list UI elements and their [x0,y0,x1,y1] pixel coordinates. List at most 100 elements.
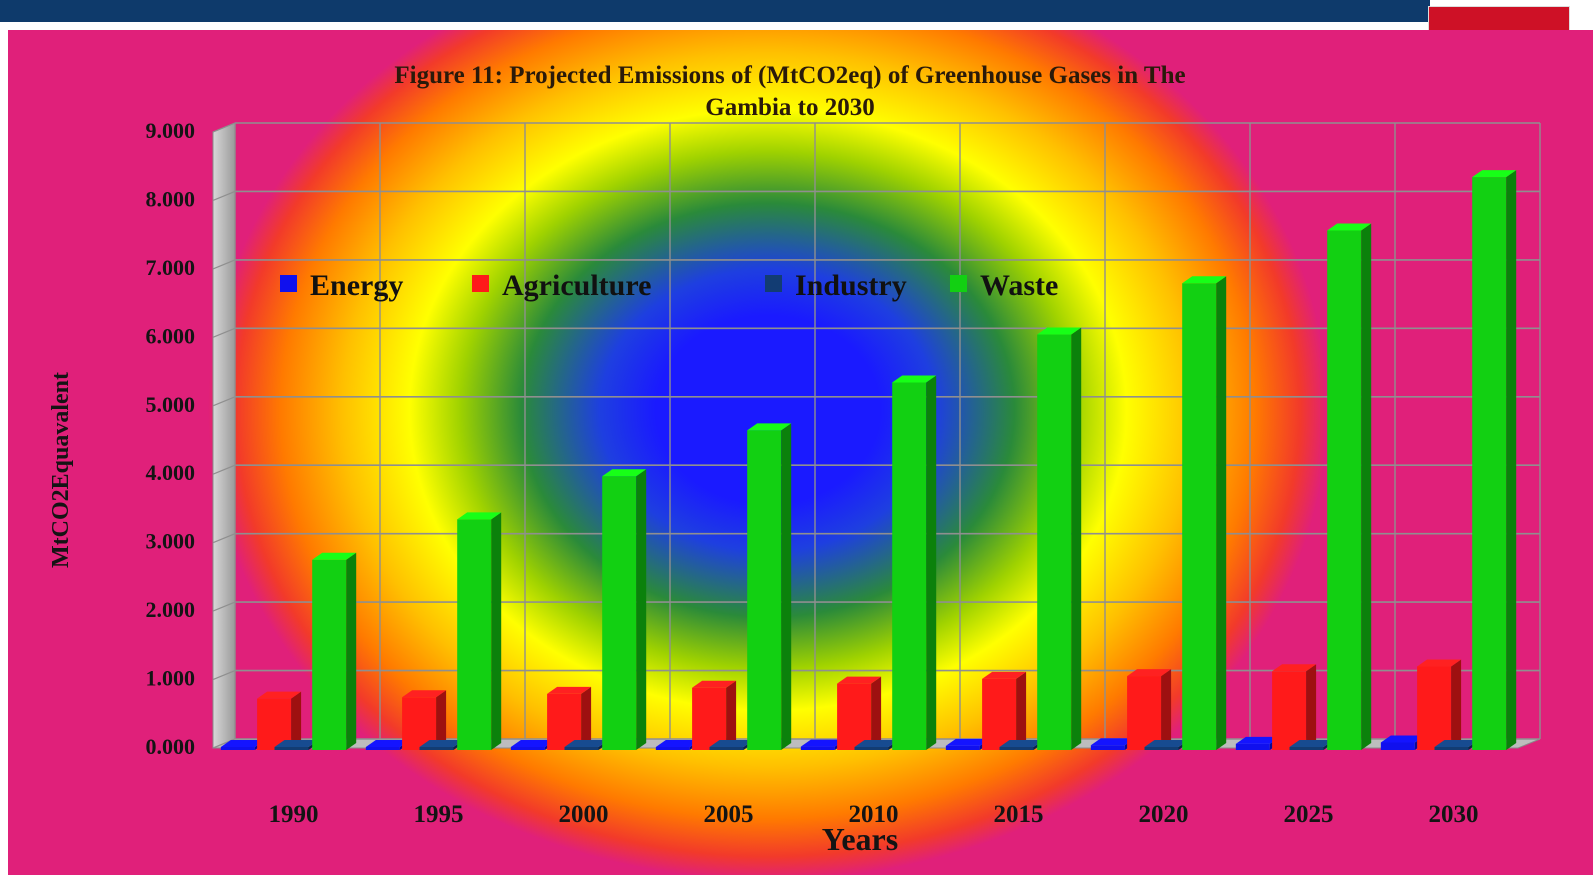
bar-front [419,747,454,750]
bar-top [1472,170,1517,178]
y-tick-label: 5.000 [146,392,196,417]
y-tick-label: 0.000 [146,734,196,759]
bar-side [346,552,357,750]
bar-top [982,671,1027,679]
y-tick-label: 4.000 [146,460,196,485]
bar-waste-2005 [747,423,792,750]
bar-agriculture-2015 [982,671,1027,750]
legend-item-waste: Waste [950,269,1058,302]
gridline-y-side [212,670,236,681]
x-tick-label: 2020 [1139,801,1189,828]
bar-waste-1995 [457,512,502,750]
x-tick-label: 2000 [559,801,609,828]
bar-waste-2015 [1037,327,1082,750]
bar-front [892,382,927,750]
bar-top [564,740,609,747]
bar-front [1272,671,1307,750]
bar-top [312,552,357,560]
gridline-y-side [212,396,236,407]
bar-top [547,686,592,694]
bar-top [692,680,737,688]
bar-front [1090,745,1125,750]
gridline-y-side [212,601,236,612]
bar-top [800,739,845,747]
bar-top [419,740,464,747]
bar-front [1327,230,1362,751]
x-tick-label: 2025 [1284,801,1334,828]
gridline-y-side [212,122,236,133]
bar-top [709,740,754,747]
bar-top [854,740,899,747]
gridline-y-side [212,464,236,475]
bar-front [1235,743,1270,750]
bar-side [491,512,502,750]
y-tick-label: 1.000 [146,666,196,691]
x-tick-label: 2005 [704,801,754,828]
bar-front [999,747,1034,750]
bar-side [871,676,882,750]
x-tick-label: 2010 [849,801,899,828]
legend-label: Energy [310,269,403,302]
bar-front [1417,666,1452,750]
bar-front [709,747,744,750]
bar-side [1506,170,1517,750]
gridline-y-side [212,259,236,270]
bar-top [999,740,1044,747]
bar-waste-2020 [1182,276,1227,750]
bar-front [1127,676,1162,750]
legend-swatch [472,275,489,292]
bar-waste-2000 [602,469,647,750]
bar-front [1289,747,1324,750]
bar-front [564,747,599,750]
bar-front [510,747,545,750]
legend-item-industry: Industry [765,269,907,302]
bar-front [274,747,309,750]
bar-front [457,519,492,750]
y-tick-label: 3.000 [146,529,196,554]
bar-top [402,690,447,698]
legend-item-energy: Energy [280,269,403,302]
chart-title-line-2: Gambia to 2030 [705,94,874,121]
bar-front [365,747,400,750]
bar-front [982,678,1017,750]
legend-swatch [765,275,782,292]
bar-top [510,740,555,747]
bar-top [1127,669,1172,677]
bar-side [291,691,302,750]
bar-side [1161,669,1172,750]
bar-top [274,740,319,747]
bar-front [747,430,782,750]
bar-agriculture-2030 [1417,659,1462,750]
bar-agriculture-2010 [837,676,882,750]
legend-swatch [950,275,967,292]
bar-front [854,747,889,750]
bar-front [945,745,980,750]
side-wall [212,122,236,749]
bar-top [892,375,937,383]
bar-side [1451,659,1462,750]
bar-top [1417,659,1462,667]
top-header-bar [0,0,1430,22]
bar-front [1144,747,1179,750]
y-tick-label: 2.000 [146,597,196,622]
bar-front [692,687,727,750]
x-tick-label: 2015 [994,801,1044,828]
bar-front [837,683,872,750]
legend-label: Industry [795,269,907,302]
bar-side [1016,671,1027,750]
bar-agriculture-2020 [1127,669,1172,750]
bar-side [1216,276,1227,750]
bar-top [837,676,882,684]
bar-top [457,512,502,520]
bar-side [436,690,447,750]
bar-front [1434,747,1469,750]
bar-front [800,746,835,750]
bar-side [636,469,647,750]
bar-front [312,559,347,750]
y-axis-title: MtCO2Equavalent [48,372,74,568]
bar-front [602,476,637,750]
bar-side [1361,223,1372,751]
bar-top [1434,740,1479,747]
bar-top [220,740,265,747]
bar-side [726,680,737,750]
